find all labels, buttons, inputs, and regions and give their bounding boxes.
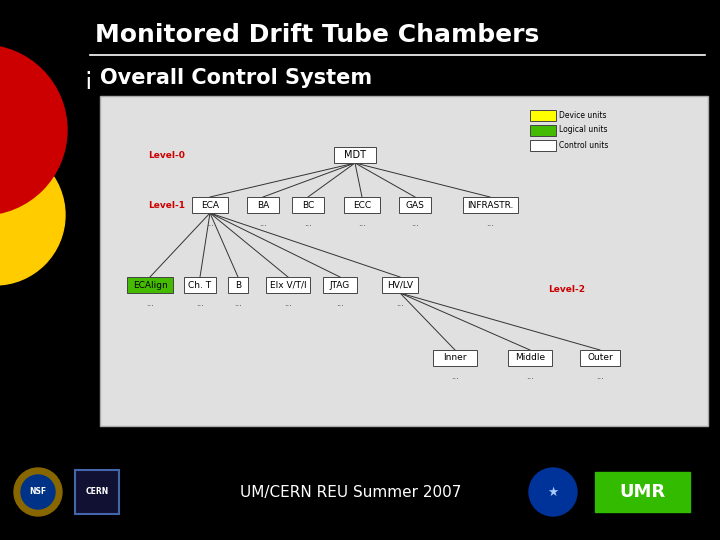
Text: ...: ... xyxy=(206,219,214,228)
FancyBboxPatch shape xyxy=(75,470,119,514)
Circle shape xyxy=(0,45,67,215)
Text: Inner: Inner xyxy=(444,354,467,362)
Text: ...: ... xyxy=(486,219,494,228)
FancyBboxPatch shape xyxy=(292,197,324,213)
Text: ...: ... xyxy=(259,219,267,228)
Text: ...: ... xyxy=(196,299,204,308)
Circle shape xyxy=(529,468,577,516)
FancyBboxPatch shape xyxy=(508,350,552,366)
Text: UMR: UMR xyxy=(619,483,665,501)
Text: Overall Control System: Overall Control System xyxy=(100,68,372,88)
Text: ★: ★ xyxy=(547,485,559,498)
Text: Middle: Middle xyxy=(515,354,545,362)
Text: INFRASTR.: INFRASTR. xyxy=(467,200,513,210)
Text: ...: ... xyxy=(451,372,459,381)
FancyBboxPatch shape xyxy=(192,197,228,213)
Text: ¡: ¡ xyxy=(84,66,93,90)
FancyBboxPatch shape xyxy=(100,96,708,426)
FancyBboxPatch shape xyxy=(127,277,173,293)
Text: ...: ... xyxy=(358,219,366,228)
Text: ...: ... xyxy=(596,372,604,381)
Text: UM/CERN REU Summer 2007: UM/CERN REU Summer 2007 xyxy=(240,484,462,500)
Text: ...: ... xyxy=(411,219,419,228)
Text: ...: ... xyxy=(234,299,242,308)
Text: JTAG: JTAG xyxy=(330,280,350,289)
Text: GAS: GAS xyxy=(405,200,424,210)
FancyBboxPatch shape xyxy=(334,147,376,163)
Text: Logical units: Logical units xyxy=(559,125,608,134)
Circle shape xyxy=(14,468,62,516)
Text: Elx V/T/I: Elx V/T/I xyxy=(270,280,306,289)
Text: ...: ... xyxy=(526,372,534,381)
FancyBboxPatch shape xyxy=(344,197,380,213)
Circle shape xyxy=(0,145,65,285)
FancyBboxPatch shape xyxy=(382,277,418,293)
FancyBboxPatch shape xyxy=(433,350,477,366)
Text: Ch. T: Ch. T xyxy=(189,280,212,289)
FancyBboxPatch shape xyxy=(266,277,310,293)
Circle shape xyxy=(21,475,55,509)
Text: ECC: ECC xyxy=(353,200,371,210)
FancyBboxPatch shape xyxy=(530,110,556,120)
FancyBboxPatch shape xyxy=(530,125,556,136)
Text: Level-1: Level-1 xyxy=(148,200,185,210)
Text: Level-2: Level-2 xyxy=(548,286,585,294)
FancyBboxPatch shape xyxy=(247,197,279,213)
Text: BA: BA xyxy=(257,200,269,210)
Text: HV/LV: HV/LV xyxy=(387,280,413,289)
FancyBboxPatch shape xyxy=(595,472,690,512)
Text: ...: ... xyxy=(336,299,344,308)
Text: MDT: MDT xyxy=(344,150,366,160)
FancyBboxPatch shape xyxy=(580,350,620,366)
FancyBboxPatch shape xyxy=(399,197,431,213)
Text: ...: ... xyxy=(146,299,154,308)
FancyBboxPatch shape xyxy=(228,277,248,293)
Text: ECAlign: ECAlign xyxy=(132,280,167,289)
Text: Monitored Drift Tube Chambers: Monitored Drift Tube Chambers xyxy=(95,23,539,47)
FancyBboxPatch shape xyxy=(530,139,556,151)
Text: ...: ... xyxy=(304,219,312,228)
Text: NSF: NSF xyxy=(30,488,47,496)
Text: B: B xyxy=(235,280,241,289)
Text: Device units: Device units xyxy=(559,111,606,119)
Text: ECA: ECA xyxy=(201,200,219,210)
Text: CERN: CERN xyxy=(86,488,109,496)
Text: Outer: Outer xyxy=(587,354,613,362)
FancyBboxPatch shape xyxy=(184,277,216,293)
FancyBboxPatch shape xyxy=(462,197,518,213)
Text: ...: ... xyxy=(396,299,404,308)
Text: Level-0: Level-0 xyxy=(148,151,185,159)
FancyBboxPatch shape xyxy=(323,277,357,293)
Text: ...: ... xyxy=(284,299,292,308)
Text: BC: BC xyxy=(302,200,314,210)
Text: Control units: Control units xyxy=(559,140,608,150)
